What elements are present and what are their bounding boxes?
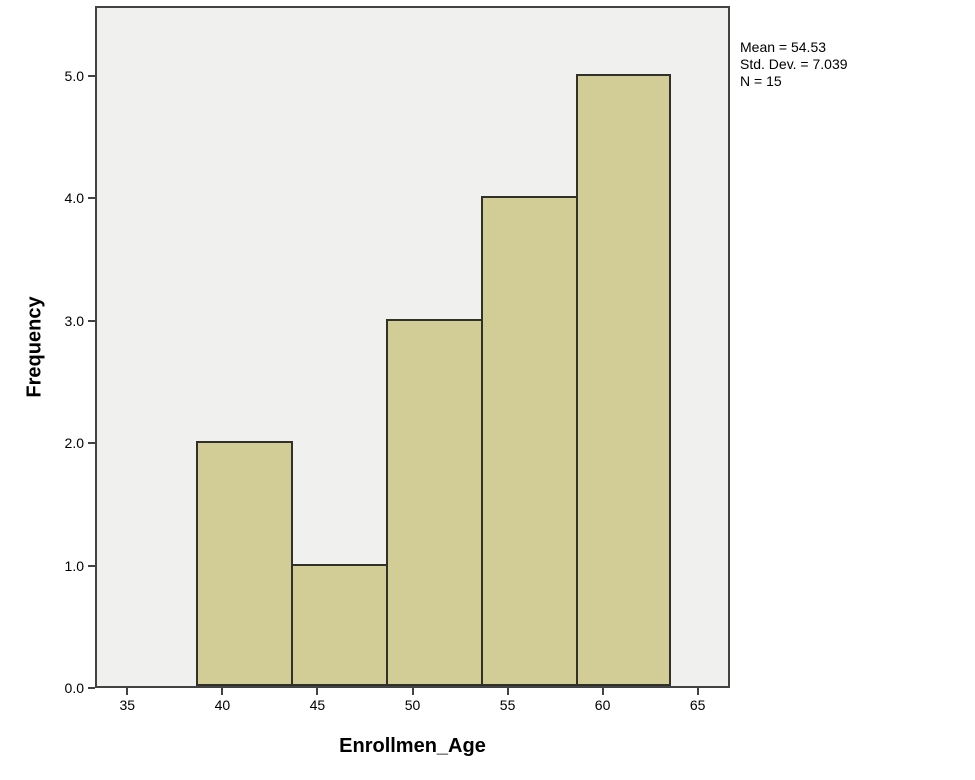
stat-std-dev: Std. Dev. = 7.039 (740, 56, 848, 72)
x-tick-mark (126, 688, 129, 695)
x-tick-label: 60 (594, 697, 611, 713)
x-tick-mark (506, 688, 509, 695)
histogram-bar (290, 563, 388, 686)
y-tick-label: 5.0 (64, 67, 84, 84)
x-tick-label: 50 (404, 697, 421, 713)
y-tick-mark (88, 442, 95, 445)
y-tick-mark (88, 564, 95, 567)
histogram-bar (195, 441, 293, 686)
x-tick-mark (316, 688, 319, 695)
x-tick-mark (221, 688, 224, 695)
y-tick-label: 1.0 (64, 557, 84, 574)
y-tick-mark (88, 687, 95, 689)
x-tick-mark (696, 688, 699, 695)
x-tick-label: 55 (499, 697, 516, 713)
x-axis-label: Enrollmen_Age (339, 735, 486, 757)
y-tick-label: 0.0 (64, 680, 84, 696)
x-tick-label: 45 (309, 697, 326, 713)
y-tick-label: 2.0 (64, 435, 84, 452)
y-axis-label: Frequency (23, 296, 46, 398)
stat-n: N = 15 (740, 73, 782, 89)
x-tick-mark (411, 688, 414, 695)
y-tick-mark (88, 319, 95, 322)
x-tick-label: 35 (119, 697, 136, 713)
histogram-bar (481, 196, 579, 686)
y-tick-label: 4.0 (64, 190, 84, 207)
stats-annotation: Mean = 54.53 Std. Dev. = 7.039 N = 15 (740, 39, 848, 90)
stat-mean: Mean = 54.53 (740, 39, 827, 55)
x-tick-label: 65 (689, 697, 706, 713)
histogram-bar (576, 73, 672, 686)
x-tick-label: 40 (214, 697, 231, 713)
plot-area (95, 6, 730, 688)
histogram-bar (386, 318, 484, 686)
y-tick-mark (88, 74, 95, 77)
y-tick-mark (88, 197, 95, 200)
x-tick-mark (601, 688, 604, 695)
